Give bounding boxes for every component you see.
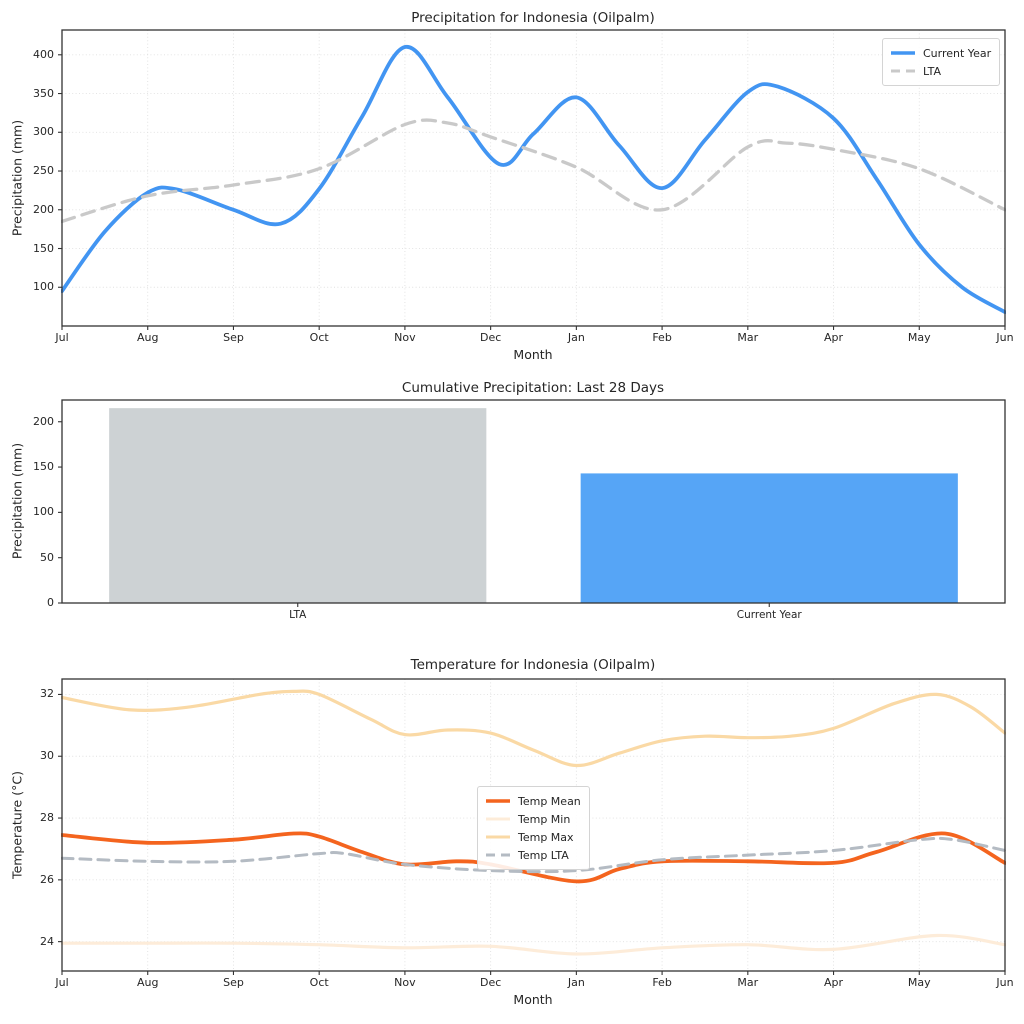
- y-tick-label: 250: [33, 164, 54, 178]
- legend-item: Current Year: [890, 44, 991, 62]
- axes-spines: [61, 678, 1006, 972]
- y-tick-label: 30: [40, 749, 54, 763]
- y-tick-label: 32: [40, 687, 54, 701]
- bar-category-label: Current Year: [736, 609, 802, 621]
- series-line-temp-lta: [61, 836, 1006, 874]
- x-tick-label: Aug: [136, 331, 159, 344]
- y-tick-label: 28: [40, 811, 54, 825]
- x-tick-label: Jan: [567, 331, 585, 344]
- y-tick-label: 150: [33, 241, 54, 255]
- y-tick-label: 50: [40, 550, 54, 564]
- series-line-lta: [61, 118, 1006, 224]
- precipitation-chart-title: Precipitation for Indonesia (Oilpalm): [411, 10, 655, 26]
- legend-label-temp-max: Temp Max: [518, 830, 574, 844]
- x-tick-label: Apr: [824, 331, 844, 344]
- legend-item: Temp Min: [485, 810, 581, 828]
- precipitation-chart-xlabel: Month: [513, 347, 553, 362]
- bar-current-year: [580, 473, 958, 603]
- y-tick-label: 100: [33, 505, 54, 519]
- legend-line-swatch: [486, 799, 510, 803]
- legend-label-lta: LTA: [923, 64, 942, 78]
- temperature-chart-title: Temperature for Indonesia (Oilpalm): [410, 657, 656, 673]
- precipitation-legend: Current Year LTA: [882, 38, 1001, 86]
- x-tick-label: Nov: [394, 976, 416, 989]
- legend-item: Temp Max: [485, 828, 581, 846]
- axes-spines: [61, 29, 1006, 327]
- y-tick-label: 400: [33, 47, 54, 61]
- y-tick-label: 100: [33, 280, 54, 294]
- x-tick-label: May: [907, 976, 931, 989]
- legend-label-temp-min: Temp Min: [518, 812, 571, 826]
- x-tick-label: Jun: [996, 331, 1014, 344]
- bar-category-label: LTA: [289, 609, 307, 621]
- x-tick-label: Jun: [996, 976, 1014, 989]
- x-tick-label: May: [907, 331, 931, 344]
- x-tick-label: Oct: [309, 976, 329, 989]
- series-line-temp-max: [61, 689, 1006, 768]
- legend-line-swatch: [486, 835, 510, 839]
- legend-line-swatch: [891, 51, 915, 55]
- x-tick-label: Sep: [223, 976, 244, 989]
- cumulative-chart-title: Cumulative Precipitation: Last 28 Days: [401, 380, 665, 396]
- y-tick-label: 24: [40, 934, 54, 948]
- legend-label-temp-lta: Temp LTA: [518, 848, 569, 862]
- y-tick-label: 300: [33, 125, 54, 139]
- legend-label-current-year: Current Year: [923, 46, 992, 60]
- legend-item: LTA: [890, 62, 991, 80]
- y-tick-label: 0: [47, 596, 54, 609]
- x-tick-label: Aug: [136, 976, 159, 989]
- series-line-current-year: [61, 45, 1006, 314]
- x-tick-label: Sep: [223, 331, 244, 344]
- axes-spines: [61, 399, 1006, 604]
- legend-item: Temp Mean: [485, 792, 581, 810]
- legend-item: Temp LTA: [485, 846, 581, 864]
- x-tick-label: Nov: [394, 331, 416, 344]
- x-tick-label: Dec: [479, 331, 502, 344]
- x-tick-label: Oct: [309, 331, 329, 344]
- x-tick-label: Dec: [479, 976, 502, 989]
- bar-lta: [109, 408, 487, 603]
- x-tick-label: Jan: [567, 976, 585, 989]
- x-tick-label: Mar: [737, 976, 759, 989]
- y-tick-label: 350: [33, 86, 54, 100]
- temperature-chart-xlabel: Month: [513, 992, 553, 1007]
- cumulative-chart-ylabel: Precipitation (mm): [9, 442, 25, 560]
- temperature-chart-ylabel: Temperature (°C): [9, 771, 25, 879]
- y-tick-label: 200: [33, 414, 54, 428]
- y-tick-label: 26: [40, 872, 54, 886]
- legend-label-temp-mean: Temp Mean: [518, 794, 581, 808]
- x-tick-label: Jul: [55, 331, 69, 344]
- legend-line-swatch: [486, 853, 510, 857]
- x-tick-label: Apr: [824, 976, 844, 989]
- x-tick-label: Feb: [652, 331, 672, 344]
- x-tick-label: Feb: [652, 976, 672, 989]
- x-tick-label: Jul: [55, 976, 69, 989]
- y-tick-label: 200: [33, 202, 54, 216]
- legend-line-swatch: [891, 69, 915, 73]
- precipitation-chart-ylabel: Precipitation (mm): [9, 119, 25, 237]
- series-line-temp-min: [61, 933, 1006, 956]
- legend-line-swatch: [486, 817, 510, 821]
- x-tick-label: Mar: [737, 331, 759, 344]
- y-tick-label: 150: [33, 460, 54, 474]
- temperature-legend: Temp Mean Temp Min Temp Max Temp LTA: [477, 786, 590, 870]
